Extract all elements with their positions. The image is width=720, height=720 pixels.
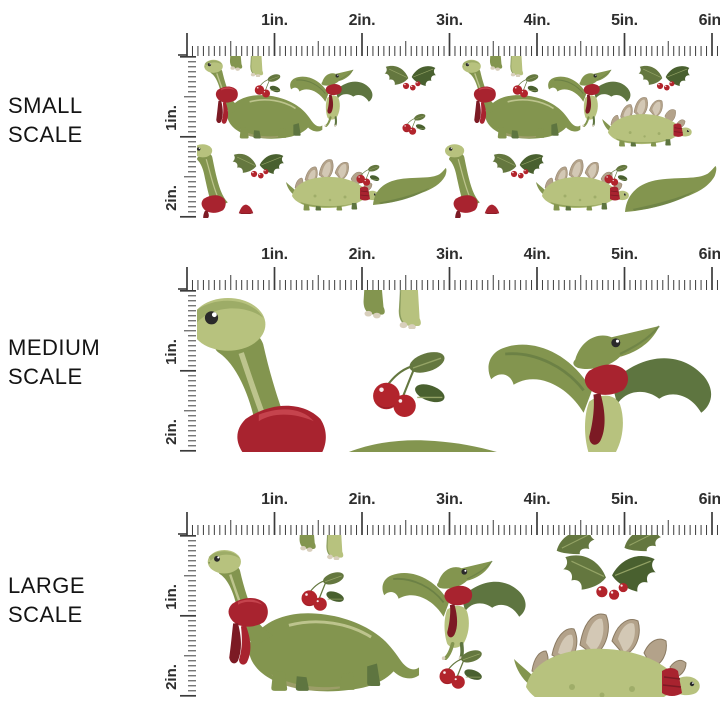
- inch-label-6: 6in.: [698, 12, 720, 29]
- row-label-small: SMALL SCALE: [8, 91, 83, 149]
- brontosaurus-body-motif: [625, 166, 717, 212]
- ruler-ticks: [180, 290, 196, 452]
- row-label-small-line2: SCALE: [8, 122, 83, 147]
- brontosaurus-motif: [203, 58, 323, 139]
- fabric-swatch-small: [197, 56, 717, 218]
- pterodactyl-motif: [380, 559, 528, 660]
- row-label-medium: MEDIUM SCALE: [8, 333, 100, 391]
- ruler-ticks: [180, 535, 196, 697]
- inch-label-3: 3in.: [436, 491, 463, 508]
- holly-leaf-motif: [556, 535, 595, 555]
- inch-label-5: 5in.: [611, 246, 638, 263]
- holly-motif: [562, 554, 657, 601]
- inch-label-3: 3in.: [436, 246, 463, 263]
- inch-label-vertical-1: 1in.: [163, 105, 180, 131]
- dinosaur-feet-motif: [229, 56, 264, 77]
- scarf-tip-motif: [484, 204, 500, 214]
- row-label-large-line2: SCALE: [8, 602, 83, 627]
- holly-motif: [492, 153, 545, 179]
- dinosaur-feet-motif: [362, 290, 422, 329]
- inch-label-2: 2in.: [348, 246, 376, 263]
- inch-label-vertical-2: 2in.: [163, 419, 180, 445]
- brontosaurus-motif: [206, 548, 420, 692]
- inch-label-vertical-2: 2in.: [163, 664, 180, 690]
- inch-label-5: 5in.: [611, 12, 638, 29]
- horizontal-ruler-small: 1in. 2in. 3in. 4in. 5in. 6in.: [178, 12, 720, 56]
- inch-label-1: 1in.: [261, 491, 288, 508]
- horizontal-ruler-medium: 1in. 2in. 3in. 4in. 5in. 6in.: [178, 246, 720, 290]
- ruler-ticks: [180, 56, 196, 218]
- ruler-ticks: [178, 33, 718, 56]
- inch-label-6: 6in.: [698, 491, 720, 508]
- brontosaurus-body-motif: [373, 168, 447, 205]
- horizontal-ruler-large: 1in. 2in. 3in. 4in. 5in. 6in.: [178, 491, 720, 535]
- inch-label-3: 3in.: [436, 12, 463, 29]
- holly-motif: [638, 65, 691, 91]
- inch-label-5: 5in.: [611, 491, 638, 508]
- inch-label-1: 1in.: [261, 246, 288, 263]
- inch-label-vertical-1: 1in.: [163, 339, 180, 365]
- ruler-ticks: [178, 512, 718, 535]
- brontosaurus-neck-motif: [197, 143, 229, 218]
- inch-label-vertical-2: 2in.: [163, 185, 180, 211]
- scarf-tip-motif: [238, 204, 254, 214]
- holly-motif: [232, 153, 285, 179]
- dinosaur-feet-motif: [298, 535, 344, 560]
- inch-label-4: 4in.: [523, 491, 551, 508]
- berries-motif: [300, 569, 346, 612]
- ruler-ticks: [178, 267, 718, 290]
- vertical-ruler-medium: 1in. 2in.: [150, 290, 197, 452]
- row-label-small-line1: SMALL: [8, 93, 83, 118]
- stegosaurus-motif: [513, 613, 701, 697]
- row-label-medium-line2: SCALE: [8, 364, 83, 389]
- holly-motif: [384, 65, 437, 91]
- brontosaurus-neck-motif: [444, 143, 481, 218]
- berries-motif: [372, 347, 449, 419]
- vertical-ruler-large: 1in. 2in.: [150, 535, 197, 697]
- pterodactyl-motif: [488, 326, 711, 452]
- inch-label-vertical-1: 1in.: [163, 584, 180, 610]
- row-label-large-line1: LARGE: [8, 573, 86, 598]
- inch-label-2: 2in.: [348, 12, 376, 29]
- row-label-large: LARGE SCALE: [8, 571, 85, 629]
- inch-label-4: 4in.: [523, 246, 551, 263]
- holly-leaf-motif: [623, 535, 662, 552]
- vertical-ruler-small: 1in. 2in.: [150, 56, 197, 219]
- fabric-swatch-large: [206, 535, 701, 697]
- stegosaurus-motif: [601, 97, 693, 147]
- row-label-medium-line1: MEDIUM: [8, 335, 101, 360]
- dinosaur-feet-motif: [489, 56, 524, 77]
- inch-label-4: 4in.: [523, 12, 551, 29]
- berries-motif: [402, 112, 427, 136]
- inch-label-6: 6in.: [698, 246, 720, 263]
- inch-label-2: 2in.: [348, 491, 376, 508]
- inch-label-1: 1in.: [261, 12, 288, 29]
- fabric-swatch-medium: [197, 290, 720, 452]
